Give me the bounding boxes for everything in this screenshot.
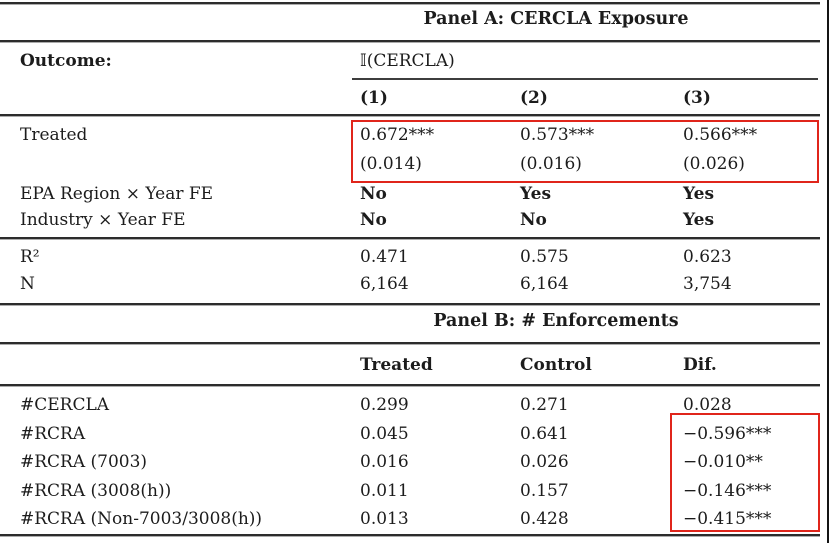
value-cell: 0.157 [520,480,569,501]
rule-under-column-headers [0,114,820,117]
outcome-value-rest: (CERCLA) [366,51,455,71]
value-cell: −0.010** [683,451,763,472]
indicator-symbol: 𝕀 [360,51,367,71]
outcome-label: Outcome: [20,51,112,71]
row-label: R² [20,246,40,267]
outcome-value: 𝕀(CERCLA) [360,51,818,71]
highlight-box-treated-coefficients [351,120,819,183]
coef-cell: 0.672*** [360,124,435,145]
rule-under-panel-b-headers [0,384,820,387]
value-cell: −0.596*** [683,423,772,444]
screenshot-right-border [827,0,829,543]
col-header-3: (3) [683,88,711,108]
row-label: EPA Region × Year FE [20,183,214,204]
col-header-treated: Treated [360,355,433,375]
value-cell: 0.299 [360,394,409,415]
table-row-industry-year-fe: Industry × Year FE No No Yes [20,206,818,233]
col-header-control: Control [520,355,592,375]
panel-b-column-header-row: Treated Control Dif. [20,350,818,380]
outcome-row: Outcome: 𝕀(CERCLA) [20,46,818,76]
coef-cell: 0.573*** [520,124,595,145]
stat-cell: 0.623 [683,246,732,267]
rule-under-panel-a-title [0,40,820,43]
table-row-treated: Treated 0.672*** 0.573*** 0.566*** [20,120,818,149]
value-cell: −0.415*** [683,508,772,529]
fe-cell: Yes [683,183,715,204]
row-label: #CERCLA [20,394,110,415]
row-label: #RCRA [20,423,86,444]
table-row-rcra-non-7003-3008h: #RCRA (Non-7003/3008(h)) 0.013 0.428 −0.… [20,504,818,533]
rule-top [0,2,820,5]
fe-cell: No [360,209,387,230]
highlight-box-dif-column [670,413,820,532]
rule-above-panel-b [0,303,820,306]
se-cell: (0.026) [683,153,745,174]
value-cell: 0.016 [360,451,409,472]
value-cell: 0.028 [683,394,732,415]
stat-cell: 6,164 [520,274,569,294]
value-cell: 0.641 [520,423,569,444]
table-row-std-errors: (0.014) (0.016) (0.026) [20,149,818,178]
stat-cell: 0.471 [360,246,409,267]
panel-a-column-header-row: (1) (2) (3) [20,84,818,112]
table-row-rcra-3008h: #RCRA (3008(h)) 0.011 0.157 −0.146*** [20,476,818,505]
fe-cell: No [520,209,547,230]
row-label: Treated [20,124,88,145]
table-row-r-squared: R² 0.471 0.575 0.623 [20,243,818,270]
value-cell: 0.045 [360,423,409,444]
table-row-epa-region-year-fe: EPA Region × Year FE No Yes Yes [20,180,818,207]
fe-cell: Yes [520,183,552,204]
value-cell: −0.146*** [683,480,772,501]
fe-cell: No [360,183,387,204]
panel-b-title: Panel B: # Enforcements [433,311,679,331]
coef-cell: 0.566*** [683,124,758,145]
row-label: #RCRA (3008(h)) [20,480,172,501]
row-label: N [20,274,35,294]
se-cell: (0.016) [520,153,582,174]
panel-a-title: Panel A: CERCLA Exposure [423,9,689,29]
table-row-n: N 6,164 6,164 3,754 [20,270,818,298]
rule-bottom [0,534,820,537]
col-header-dif: Dif. [683,355,717,375]
value-cell: 0.011 [360,480,409,501]
value-cell: 0.013 [360,508,409,529]
stat-cell: 3,754 [683,274,732,294]
stat-cell: 6,164 [360,274,409,294]
rule-under-panel-b-title [0,342,820,345]
col-header-1: (1) [360,88,388,108]
rule-under-outcome [352,78,818,80]
value-cell: 0.271 [520,394,569,415]
table-row-cercla: #CERCLA 0.299 0.271 0.028 [20,390,818,419]
row-label: #RCRA (Non-7003/3008(h)) [20,508,263,529]
fe-cell: Yes [683,209,715,230]
row-label: #RCRA (7003) [20,451,148,472]
table-row-rcra: #RCRA 0.045 0.641 −0.596*** [20,419,818,448]
se-cell: (0.014) [360,153,422,174]
col-header-2: (2) [520,88,548,108]
row-label: Industry × Year FE [20,209,186,230]
rule-above-r2 [0,237,820,240]
value-cell: 0.428 [520,508,569,529]
value-cell: 0.026 [520,451,569,472]
stat-cell: 0.575 [520,246,569,267]
table-row-rcra-7003: #RCRA (7003) 0.016 0.026 −0.010** [20,447,818,476]
